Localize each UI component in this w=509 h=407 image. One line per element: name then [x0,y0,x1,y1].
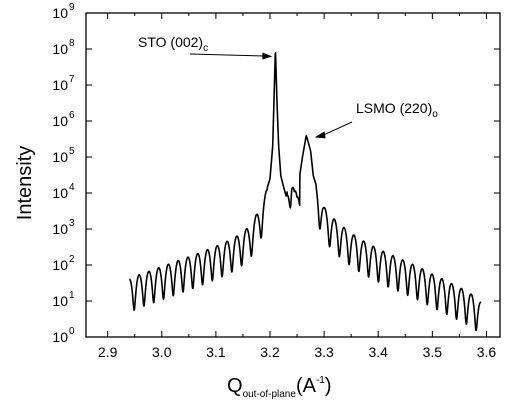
y-tick-exponent: 2 [69,254,75,265]
y-tick-label: 10 [52,185,68,201]
x-tick-label: 3.3 [314,344,334,360]
y-tick-exponent: 4 [69,182,75,193]
annotation-lsmo: LSMO (220)o [356,100,438,120]
y-tick-exponent: 6 [69,110,75,121]
y-tick-exponent: 3 [69,218,75,229]
y-tick-label: 10 [52,77,68,93]
plot-border [85,12,501,338]
x-axis-title: Qout-of-plane(A-1) [227,375,332,400]
y-tick-exponent: 7 [69,74,75,85]
x-axis-title-sub: out-of-plane [243,389,297,400]
y-tick-label: 10 [52,221,68,237]
x-axis-title-main: Q [227,375,243,397]
x-axis-title-unit-close: ) [325,375,332,397]
y-tick-exponent: 1 [69,290,75,301]
annotation-sto: STO (002)c [138,34,208,54]
y-tick-exponent: 5 [69,146,75,157]
y-tick-exponent: 8 [69,38,75,49]
y-tick-label: 10 [52,5,68,21]
y-tick-label: 10 [52,149,68,165]
x-tick-label: 3.4 [369,344,389,360]
y-tick-label: 10 [52,113,68,129]
x-axis: 2.9 3.0 3.1 3.2 3.3 3.4 3.5 3.6 [98,13,496,360]
x-axis-title-unit-exp: -1 [316,375,325,386]
y-tick-label: 10 [52,41,68,57]
annotation-arrow-sto [189,53,265,57]
x-tick-label: 3.6 [477,344,497,360]
plot-frame [85,12,501,338]
x-tick-label: 3.2 [260,344,280,360]
x-tick-label: 3.1 [206,344,226,360]
y-tick-exponent: 0 [69,326,75,337]
x-tick-label: 2.9 [98,344,118,360]
arrow-head-icon [314,131,326,139]
annotations: STO (002)c LSMO (220)o [138,34,438,139]
y-tick-exponent: 9 [69,2,75,13]
y-tick-label: 10 [52,329,68,345]
annotation-arrow-lsmo [322,121,353,136]
x-axis-title-unit: (A [296,375,317,397]
x-tick-label: 3.5 [423,344,443,360]
y-axis-title: Intensity [14,146,36,220]
y-tick-label: 10 [52,293,68,309]
arrow-head-icon [262,52,273,60]
series-line-intensity [128,52,482,332]
y-tick-label: 10 [52,257,68,273]
x-tick-label: 3.0 [152,344,172,360]
